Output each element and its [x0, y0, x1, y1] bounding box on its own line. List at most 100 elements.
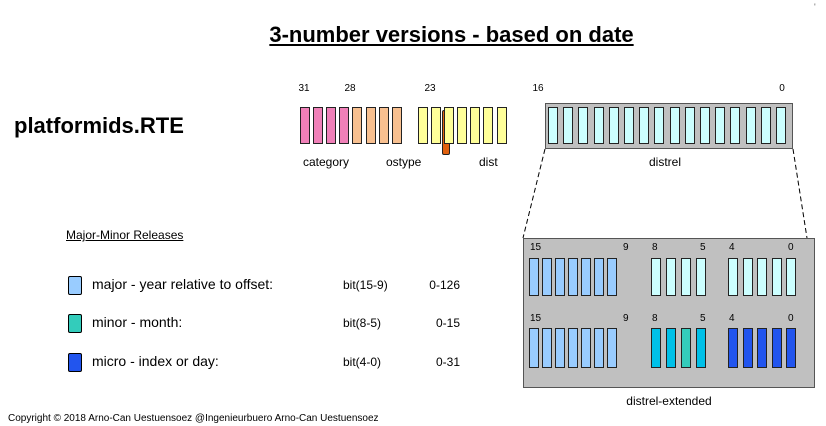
register-bit-20 [444, 107, 455, 144]
register-bit-8 [654, 107, 665, 144]
bit-number-16: 16 [532, 83, 544, 94]
ext-row2-bit-4 [728, 328, 738, 368]
ext-row2-bit-10 [594, 328, 604, 368]
legend-bits-minor: bit(8-5) [343, 316, 382, 330]
register-bit-4 [715, 107, 726, 144]
ext-row1-bit-2 [757, 258, 768, 296]
register-bit-29 [326, 107, 337, 144]
field-label-category: category [303, 155, 350, 169]
legend-desc-micro: micro - index or day: [92, 353, 219, 369]
register-bit-11 [608, 107, 619, 144]
ext-row1-bit-15 [529, 258, 539, 296]
register-bit-21 [431, 107, 441, 144]
register-bit-30 [313, 107, 324, 144]
ext-row1-bit-0: 0 [788, 242, 794, 253]
legend-range-minor: 0-15 [435, 316, 460, 330]
ext-row2-bit-5 [696, 328, 706, 368]
register-bit-10 [624, 107, 634, 144]
register-bit-31 [300, 107, 310, 144]
corner-mark: ' [814, 2, 816, 12]
ext-row1-bit-7 [666, 258, 676, 296]
register-bit-7 [669, 107, 680, 144]
ext-row1-bit-14 [542, 258, 552, 296]
legend-range-major: 0-126 [429, 278, 460, 292]
register-bit-9 [639, 107, 650, 144]
page-title: 3-number versions - based on date [269, 22, 634, 47]
ext-row1-bit-4 [728, 258, 738, 296]
ext-row1-bit-1 [771, 258, 782, 296]
register-bit-15 [548, 107, 558, 144]
legend-bits-major: bit(15-9) [343, 278, 388, 292]
ext-row2-bit-11 [581, 328, 591, 368]
ext-row2-bit-9 [607, 328, 617, 368]
bit-number-23: 23 [424, 83, 436, 94]
ext-row2-bit-0: 0 [788, 313, 794, 324]
legend-desc-major: major - year relative to offset: [92, 276, 274, 292]
register-bit-17 [483, 107, 494, 144]
ext-row1-bit-13 [555, 258, 565, 296]
register-bit-25 [378, 107, 389, 144]
legend-range-micro: 0-31 [435, 355, 460, 369]
register-bit-24 [391, 107, 402, 144]
register-bit-28 [339, 107, 350, 144]
ext-row2-bit-2 [757, 328, 768, 368]
field-label-distrel: distrel [649, 155, 682, 169]
ext-row1-bit-11 [581, 258, 591, 296]
register-bit-19 [457, 107, 468, 144]
ext-row1-bit-9: 9 [623, 242, 629, 253]
bit-number-0: 0 [779, 83, 785, 94]
ext-row2-bit-15 [529, 328, 539, 368]
register-bit-18 [470, 107, 481, 144]
ext-row2-bit-6 [681, 328, 691, 368]
ext-row1-bit-10 [594, 258, 604, 296]
field-label-ostype: ostype [386, 155, 422, 169]
ext-row2-bit-8 [651, 328, 661, 368]
ext-row1-bit-5: 5 [700, 242, 706, 253]
register-bit-16 [496, 107, 507, 144]
ext-row2-bit-3 [742, 328, 753, 368]
legend-desc-minor: minor - month: [92, 314, 183, 330]
register-bit-6 [684, 107, 695, 144]
legend-swatch-major [68, 276, 82, 295]
register-bit-22 [417, 107, 428, 144]
ext-row2-bit-7 [666, 328, 676, 368]
legend-bits-micro: bit(4-0) [343, 355, 382, 369]
ext-row2-bit-5: 5 [700, 313, 706, 324]
register-bit-27 [352, 107, 363, 144]
register-bit-14 [563, 107, 574, 144]
register-bit-2 [745, 107, 756, 144]
copyright-notice: Copyright © 2018 Arno-Can Uestuensoez @I… [8, 413, 379, 424]
register-label: platformids.RTE [14, 113, 184, 138]
field-label-dist: dist [479, 155, 498, 169]
register-bit-3 [730, 107, 741, 144]
ext-row1-bit-8 [651, 258, 661, 296]
ext-row1-bit-15: 15 [530, 242, 542, 253]
ext-row1-bit-4: 4 [729, 242, 735, 253]
ext-row1-bit-6 [681, 258, 691, 296]
bit-number-31: 31 [298, 83, 310, 94]
legend-title: Major-Minor Releases [66, 228, 184, 242]
bit-number-28: 28 [344, 83, 356, 94]
ext-row2-bit-14 [542, 328, 552, 368]
register-bit-13 [578, 107, 589, 144]
register-bit-26 [365, 107, 376, 144]
legend-swatch-minor [68, 314, 82, 333]
distrel-extended-label: distrel-extended [626, 394, 712, 408]
ext-row2-bit-0 [786, 328, 797, 368]
ext-row2-bit-12 [568, 328, 578, 368]
ext-row2-bit-13 [555, 328, 565, 368]
legend-swatch-micro [68, 353, 82, 372]
ext-row1-bit-0 [786, 258, 797, 296]
ext-row1-bit-9 [607, 258, 617, 296]
register-bit-5 [700, 107, 710, 144]
ext-row2-bit-4: 4 [729, 313, 735, 324]
register-bit-1 [760, 107, 771, 144]
ext-row2-bit-15: 15 [530, 313, 542, 324]
ext-row2-bit-9: 9 [623, 313, 629, 324]
ext-row2-bit-1 [771, 328, 782, 368]
ext-row1-bit-5 [696, 258, 706, 296]
register-bit-12 [593, 107, 604, 144]
ext-row2-bit-8: 8 [652, 313, 658, 324]
ext-row1-bit-12 [568, 258, 578, 296]
ext-row1-bit-8: 8 [652, 242, 658, 253]
